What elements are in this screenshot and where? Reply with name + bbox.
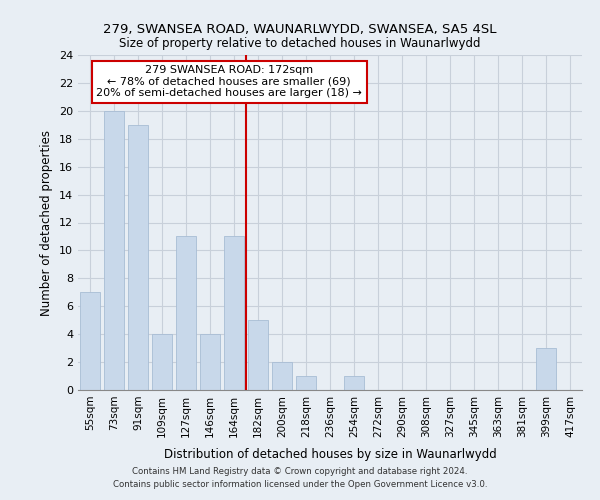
Bar [152,334,172,390]
Y-axis label: Number of detached properties: Number of detached properties [40,130,53,316]
Text: 279 SWANSEA ROAD: 172sqm
← 78% of detached houses are smaller (69)
20% of semi-d: 279 SWANSEA ROAD: 172sqm ← 78% of detach… [96,65,362,98]
Bar [296,376,316,390]
X-axis label: Distribution of detached houses by size in Waunarlwydd: Distribution of detached houses by size … [164,448,496,461]
Bar [536,348,556,390]
Bar [272,362,292,390]
Bar [128,125,148,390]
Text: Contains HM Land Registry data © Crown copyright and database right 2024.
Contai: Contains HM Land Registry data © Crown c… [113,468,487,489]
Bar [224,236,244,390]
Bar [80,292,100,390]
Bar [200,334,220,390]
Text: 279, SWANSEA ROAD, WAUNARLWYDD, SWANSEA, SA5 4SL: 279, SWANSEA ROAD, WAUNARLWYDD, SWANSEA,… [103,22,497,36]
Bar [344,376,364,390]
Bar [176,236,196,390]
Bar [248,320,268,390]
Bar [104,111,124,390]
Text: Size of property relative to detached houses in Waunarlwydd: Size of property relative to detached ho… [119,38,481,51]
